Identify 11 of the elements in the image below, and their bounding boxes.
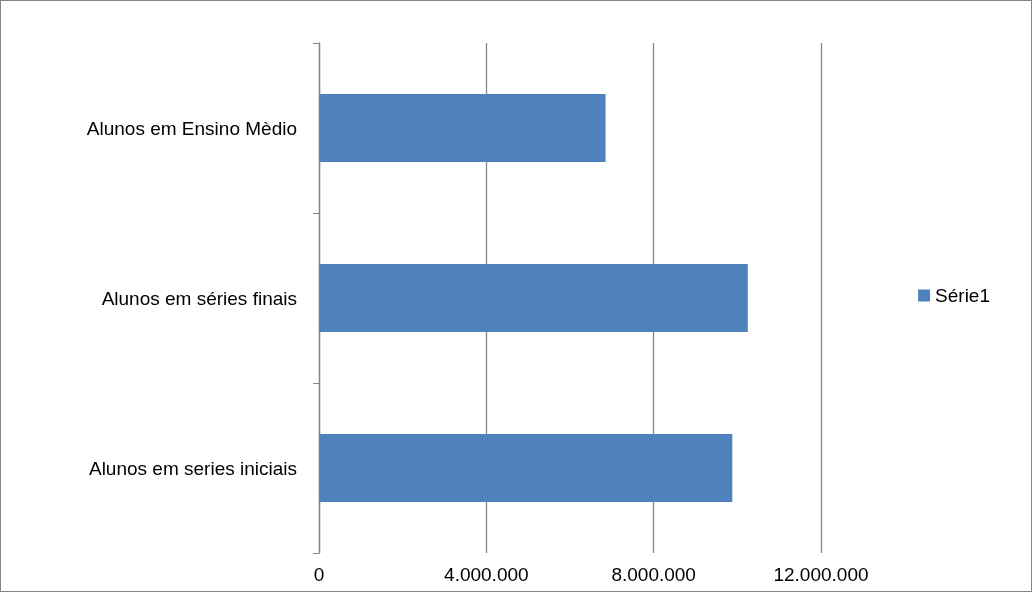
x-tick-label: 12.000.000 — [773, 564, 869, 585]
x-tick-label: 4.000.000 — [444, 564, 529, 585]
bar — [319, 434, 733, 502]
y-tick-label: Alunos em series iniciais — [88, 457, 297, 479]
legend-label: Série1 — [935, 285, 990, 306]
y-tick-label: Alunos em séries finais — [101, 287, 297, 309]
bar — [319, 94, 606, 162]
y-tick-label: Alunos em Ensino Mèdio — [86, 117, 297, 139]
x-tick-label: 0 — [313, 564, 325, 585]
bar — [319, 264, 748, 332]
x-tick-label: 8.000.000 — [611, 564, 696, 585]
